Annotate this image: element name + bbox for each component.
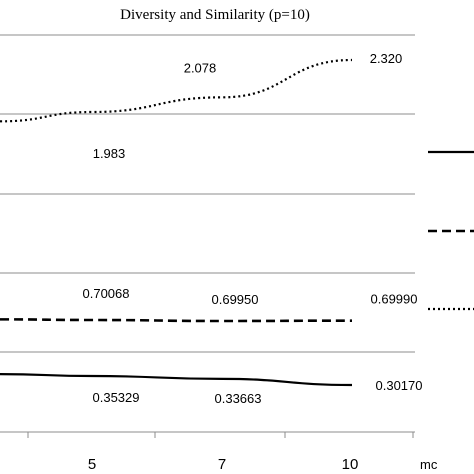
- data-label: 2.320: [370, 51, 403, 66]
- data-label: 1.983: [93, 146, 126, 161]
- data-label: 0.30170: [376, 378, 423, 393]
- gridlines: [0, 34, 415, 353]
- data-label: 2.078: [184, 60, 217, 75]
- data-label: 0.33663: [215, 391, 262, 406]
- data-label: 0.69990: [371, 292, 418, 307]
- data-label: 0.69950: [212, 292, 259, 307]
- data-label: 0.70068: [83, 286, 130, 301]
- series-layer: [0, 58, 353, 387]
- x-axis-label: mc: [420, 457, 438, 472]
- data-label: 0.35329: [93, 390, 140, 405]
- chart-title: Diversity and Similarity (p=10): [120, 7, 310, 23]
- series-line-dashed: [0, 318, 353, 323]
- data-labels: 1.983 2.078 2.320 0.70068 0.69950 0.69990 0.35…: [83, 51, 423, 406]
- x-tick-label: 10: [342, 456, 359, 473]
- series-line-dotted: [0, 58, 353, 123]
- x-tick-label: 5: [88, 456, 96, 473]
- legend: [428, 150, 474, 311]
- x-axis: 5 7 10 mc: [0, 431, 438, 473]
- x-tick-label: 7: [218, 456, 226, 473]
- series-line-solid: [0, 373, 353, 387]
